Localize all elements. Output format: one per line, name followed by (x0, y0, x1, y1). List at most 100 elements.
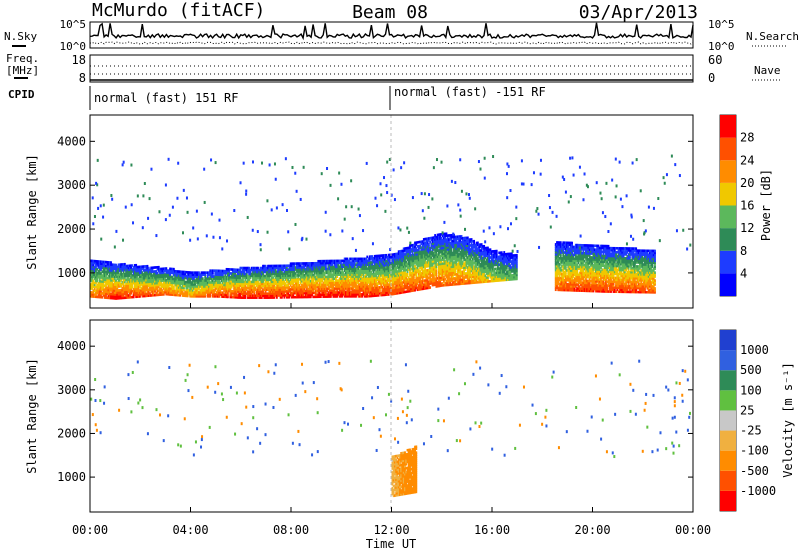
power-cell (308, 271, 311, 275)
power-cell (422, 247, 425, 251)
power-cell (138, 291, 141, 294)
power-cell (342, 273, 345, 276)
power-cell (234, 284, 237, 287)
power-cell (182, 292, 185, 296)
power-cell (244, 274, 247, 278)
power-cell (388, 263, 391, 267)
power-cell (414, 243, 416, 247)
power-cell (337, 293, 340, 296)
power-cell (120, 288, 123, 292)
power-cell (280, 282, 283, 285)
power-cell (431, 279, 434, 283)
power-cell (317, 261, 320, 265)
power-cell (355, 263, 357, 267)
power-cell (392, 259, 395, 262)
power-cell (260, 266, 263, 270)
power-cell (332, 289, 335, 292)
power-cell (264, 290, 267, 294)
power-cell (324, 283, 327, 287)
power-cell (430, 250, 433, 254)
power-cell (260, 280, 263, 284)
power-cell (370, 288, 372, 292)
power-cell (342, 275, 345, 278)
power-cell (409, 285, 411, 289)
power-cell (353, 259, 356, 263)
power-cell (235, 276, 238, 279)
power-cell (194, 281, 197, 284)
power-cell (242, 280, 244, 284)
power-cell (282, 290, 285, 293)
power-cell (318, 277, 321, 281)
power-cell (416, 280, 419, 284)
power-cell (269, 270, 272, 274)
power-cell (102, 260, 105, 264)
power-cell (420, 279, 423, 283)
power-cell (356, 263, 359, 267)
power-cell (149, 282, 151, 286)
power-cell (136, 279, 139, 283)
power-cell (263, 270, 266, 274)
power-cell (193, 271, 195, 274)
power-cell (170, 285, 173, 288)
power-cell (341, 269, 344, 272)
power-cell (311, 277, 313, 281)
power-cell (199, 289, 202, 292)
power-cell (387, 253, 390, 257)
power-cell (223, 271, 226, 275)
power-cell (356, 291, 359, 294)
power-cell (420, 246, 423, 249)
power-cell (358, 291, 361, 294)
power-cell (355, 279, 357, 282)
power-cell (121, 292, 124, 296)
power-cell (422, 251, 425, 255)
power-cell (260, 294, 263, 297)
power-cell (132, 293, 135, 297)
power-cell (245, 266, 248, 270)
power-cell (180, 270, 183, 274)
power-cell (392, 266, 395, 270)
power-cell (115, 285, 117, 288)
power-cell (140, 291, 143, 294)
power-cell (243, 296, 246, 299)
power-cell (331, 293, 334, 296)
power-cell (348, 269, 351, 272)
power-cell (424, 247, 427, 251)
power-cell (333, 295, 336, 298)
power-cell (455, 237, 458, 241)
power-cell (346, 259, 349, 263)
power-cell (427, 247, 430, 250)
power-cell (432, 248, 435, 251)
power-cell (265, 278, 268, 282)
power-cell (429, 260, 432, 264)
power-cell (435, 257, 438, 261)
date-title: 03/Apr/2013 (579, 2, 698, 23)
power-cell (277, 288, 280, 291)
power-cell (106, 272, 109, 276)
power-cell (167, 291, 170, 294)
power-cell (259, 280, 262, 284)
power-cell (416, 278, 419, 282)
power-cell (284, 274, 287, 277)
power-cell (279, 270, 282, 274)
power-cell (113, 285, 116, 288)
power-cell (328, 269, 331, 273)
power-cell (299, 285, 302, 289)
power-cell (277, 274, 280, 278)
power-cell (450, 247, 453, 251)
power-cell (416, 264, 419, 268)
power-cell (385, 291, 388, 295)
power-cell (406, 274, 409, 278)
power-cell (308, 289, 311, 293)
power-cell (194, 273, 197, 276)
power-cell (138, 275, 141, 279)
power-cell (419, 256, 421, 260)
power-cell (229, 281, 232, 285)
power-cell (211, 277, 214, 280)
power-cell (165, 269, 168, 272)
power-cell (346, 279, 349, 282)
power-cell (244, 292, 247, 296)
power-cell (213, 281, 215, 284)
power-cell (444, 262, 447, 265)
power-cell (146, 292, 149, 296)
power-cell (108, 273, 111, 276)
